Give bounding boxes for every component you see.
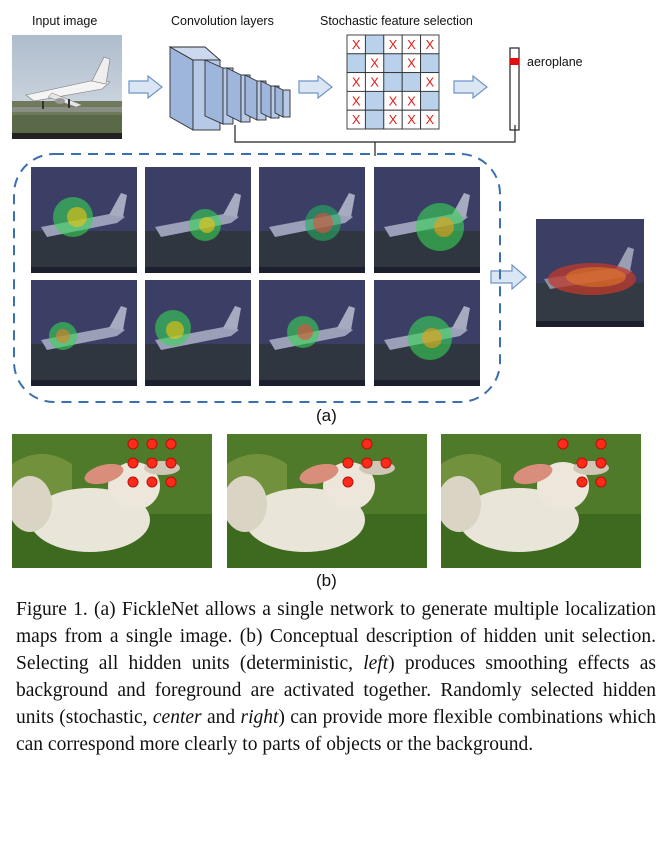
grid-x-mark: X (370, 56, 379, 71)
localization-map (145, 167, 251, 273)
grid-x-mark: X (425, 37, 434, 52)
caption-italic: right (240, 707, 279, 728)
grid-cell (420, 53, 440, 74)
localization-map (31, 167, 137, 273)
subfigure-b-label: (b) (316, 571, 337, 590)
localization-map (259, 280, 365, 386)
caption-italic: center (152, 707, 202, 728)
grid-x-mark: X (407, 56, 416, 71)
grid-x-mark: X (407, 112, 416, 127)
grid-x-mark: X (352, 112, 361, 127)
conv-layers-graphic (168, 46, 291, 131)
output-probability-bar (509, 47, 520, 131)
subfigure-a-label: (a) (316, 406, 337, 425)
grid-x-mark: X (425, 112, 434, 127)
grid-x-mark: X (389, 37, 398, 52)
localization-map (374, 167, 480, 273)
sheep-image-left (12, 434, 212, 568)
caption-text: and (201, 707, 241, 728)
caption-italic: left (363, 653, 389, 674)
grid-cell (420, 90, 440, 111)
grid-x-mark: X (407, 37, 416, 52)
aggregated-localization-map (536, 219, 644, 327)
input-image-label: Input image (32, 14, 98, 28)
sheep-image-right (441, 434, 641, 568)
arrow-icon (298, 75, 333, 99)
localization-maps-panel (13, 153, 501, 403)
grid-x-mark: X (407, 93, 416, 108)
sfs-label: Stochastic feature selection (320, 14, 473, 28)
grid-x-mark: X (370, 75, 379, 90)
grid-cell (383, 53, 403, 74)
connector-line (234, 125, 516, 156)
grid-x-mark: X (352, 75, 361, 90)
grid-cell (383, 72, 403, 92)
grid-cell (364, 34, 385, 55)
caption-text: ) produces smoothing effects as backgrou… (16, 653, 657, 728)
conv-layers-label: Convolution layers (171, 14, 274, 28)
arrow-icon (128, 75, 163, 99)
localization-map (374, 280, 480, 386)
caption-text: ) can provide more flexible combinations… (16, 707, 656, 755)
grid-x-mark: X (352, 93, 361, 108)
grid-x-mark: X (389, 112, 398, 127)
arrow-icon (453, 75, 488, 99)
input-airplane-image (12, 35, 122, 139)
localization-map (145, 280, 251, 386)
grid-x-mark: X (352, 37, 361, 52)
output-class-label: aeroplane (527, 55, 583, 69)
feature-selection-grid: X X X XX XX X XX X XX X X X (346, 34, 440, 130)
grid-x-mark: X (389, 93, 398, 108)
localization-map (31, 280, 137, 386)
sheep-image-center (227, 434, 427, 568)
caption-text: Figure 1. (a) FickleNet allows a single … (16, 599, 656, 674)
grid-x-mark: X (425, 75, 434, 90)
grid-cell (364, 90, 385, 111)
figure-caption: Figure 1. (a) FickleNet allows a single … (16, 596, 656, 758)
localization-map (259, 167, 365, 273)
grid-cell (420, 109, 440, 130)
grid-cell (346, 53, 366, 74)
grid-cell (401, 72, 422, 92)
